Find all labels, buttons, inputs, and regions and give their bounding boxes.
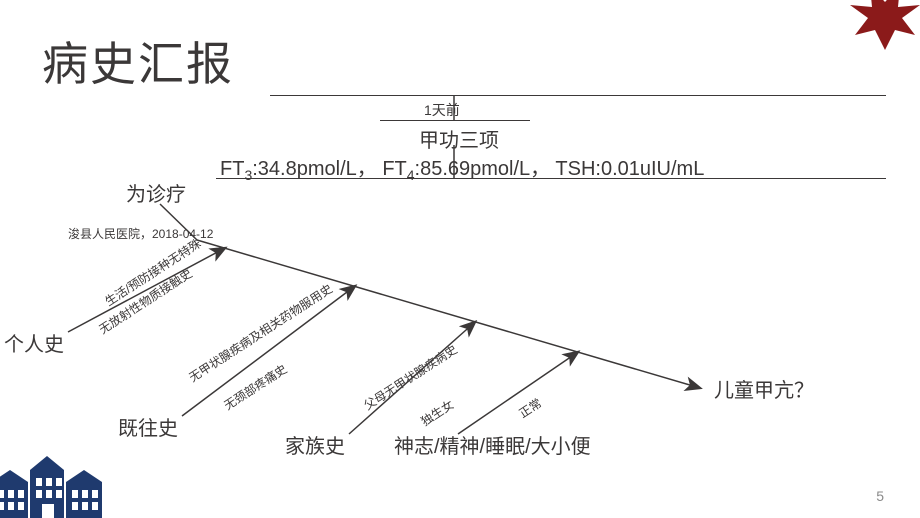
- ft3-label: FT: [220, 158, 244, 180]
- test-name: 甲功三项: [419, 124, 499, 153]
- ft4-sub: 4: [407, 167, 415, 183]
- divider-values: [216, 178, 886, 179]
- spine-head-label: 为诊疗: [126, 178, 186, 207]
- time-label: 1天前: [424, 100, 460, 120]
- branch-root-2: 家族史: [285, 430, 345, 459]
- ft4-label: FT: [382, 158, 406, 180]
- ft4-val: :85.69pmol/L，: [415, 158, 551, 180]
- branch-root-1: 既往史: [118, 412, 178, 441]
- twig-label: 无颈部疼痛史: [220, 360, 290, 413]
- divider-mid: [380, 120, 530, 121]
- slide: 病史汇报 1天前 甲功三项 FT3:34.8pmol/L， FT4:85.69p…: [0, 0, 920, 518]
- slide-title: 病史汇报: [42, 28, 234, 94]
- twig-label: 正常: [515, 394, 544, 421]
- page-number: 5: [876, 488, 884, 504]
- tsh-val: TSH:0.01uIU/mL: [555, 158, 704, 180]
- corner-decoration-bottom: [0, 452, 132, 518]
- branch-root-0: 个人史: [4, 328, 64, 357]
- corner-decoration-top: [840, 0, 920, 60]
- twig-label: 无甲状腺疾病及相关药物服用史: [185, 280, 335, 386]
- branch-root-3: 神志/精神/睡眠/大小便: [394, 430, 591, 459]
- divider-top: [270, 95, 886, 96]
- twig-label: 独生女: [417, 396, 456, 430]
- ft3-val: :34.8pmol/L，: [252, 158, 377, 180]
- spine-tail-label: 儿童甲亢？: [714, 374, 814, 403]
